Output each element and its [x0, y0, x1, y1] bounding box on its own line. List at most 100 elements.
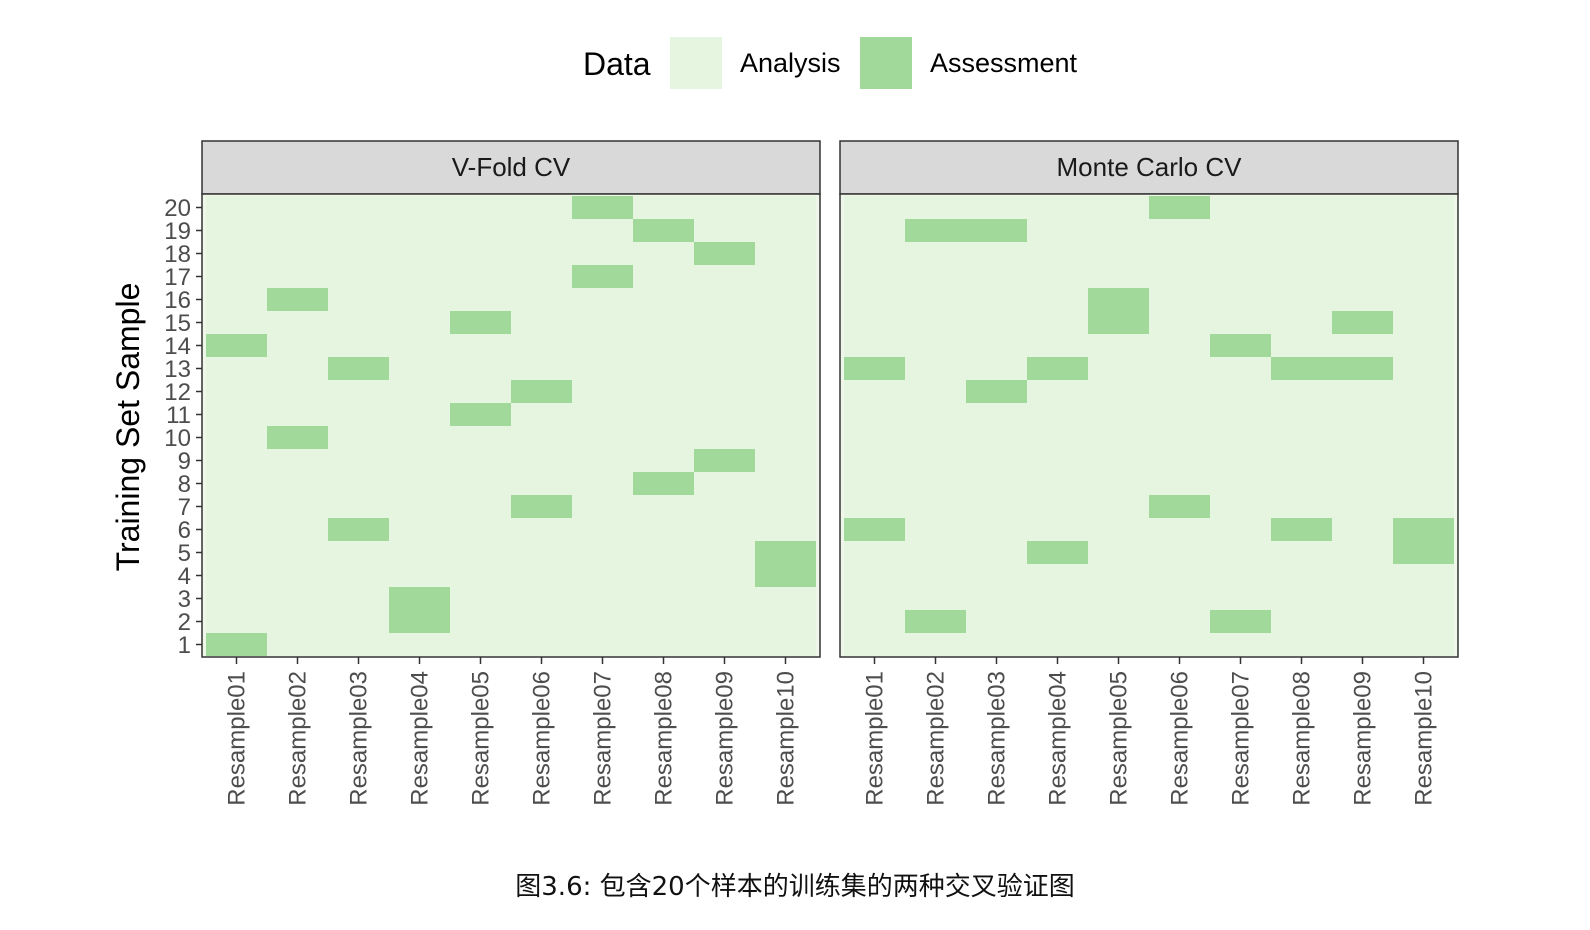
analysis-cell — [694, 219, 755, 242]
assessment-cell — [844, 357, 905, 380]
figure-caption: 图3.6: 包含20个样本的训练集的两种交叉验证图 — [515, 872, 1075, 902]
analysis-cell — [328, 311, 389, 334]
analysis-cell — [267, 587, 328, 610]
analysis-cell — [966, 449, 1027, 472]
assessment-cell — [1210, 610, 1271, 633]
analysis-cell — [450, 357, 511, 380]
analysis-cell — [267, 541, 328, 564]
analysis-cell — [633, 541, 694, 564]
analysis-cell — [966, 564, 1027, 587]
analysis-cell — [1332, 495, 1393, 518]
assessment-cell — [905, 219, 966, 242]
legend-swatch-assessment — [860, 37, 912, 89]
analysis-cell — [1332, 564, 1393, 587]
analysis-cell — [905, 426, 966, 449]
analysis-cell — [267, 472, 328, 495]
analysis-cell — [1027, 426, 1088, 449]
analysis-cell — [905, 541, 966, 564]
assessment-cell — [966, 380, 1027, 403]
analysis-cell — [267, 334, 328, 357]
analysis-cell — [755, 380, 816, 403]
analysis-cell — [633, 610, 694, 633]
analysis-cell — [206, 196, 267, 219]
analysis-cell — [905, 564, 966, 587]
analysis-cell — [389, 403, 450, 426]
y-tick-label: 15 — [164, 310, 191, 337]
analysis-cell — [450, 265, 511, 288]
x-tick-label: Resample01 — [862, 671, 889, 806]
x-tick-label: Resample04 — [1045, 671, 1072, 806]
analysis-cell — [206, 265, 267, 288]
analysis-cell — [1332, 380, 1393, 403]
analysis-cell — [1210, 265, 1271, 288]
analysis-cell — [511, 265, 572, 288]
analysis-cell — [1271, 610, 1332, 633]
analysis-cell — [844, 633, 905, 656]
analysis-cell — [328, 495, 389, 518]
cv-heatmap-chart: Data Analysis Assessment Training Set Sa… — [110, 37, 1459, 806]
y-tick-label: 9 — [178, 448, 191, 475]
analysis-cell — [966, 242, 1027, 265]
y-tick-label: 13 — [164, 356, 191, 383]
x-tick-label: Resample08 — [651, 671, 678, 806]
analysis-cell — [633, 196, 694, 219]
analysis-cell — [905, 633, 966, 656]
analysis-cell — [1393, 242, 1454, 265]
analysis-cell — [267, 311, 328, 334]
analysis-cell — [694, 403, 755, 426]
analysis-cell — [1393, 633, 1454, 656]
assessment-cell — [389, 587, 450, 610]
analysis-cell — [206, 380, 267, 403]
assessment-cell — [844, 518, 905, 541]
analysis-cell — [966, 610, 1027, 633]
x-tick-label: Resample01 — [224, 671, 251, 806]
analysis-cell — [633, 334, 694, 357]
analysis-cell — [694, 472, 755, 495]
analysis-cell — [1149, 219, 1210, 242]
analysis-cell — [1088, 196, 1149, 219]
analysis-cell — [1271, 587, 1332, 610]
analysis-cell — [206, 403, 267, 426]
analysis-cell — [755, 472, 816, 495]
analysis-cell — [1027, 288, 1088, 311]
analysis-cell — [572, 242, 633, 265]
analysis-cell — [1393, 564, 1454, 587]
analysis-cell — [966, 633, 1027, 656]
analysis-cell — [1210, 311, 1271, 334]
analysis-cell — [1393, 219, 1454, 242]
analysis-cell — [1210, 633, 1271, 656]
analysis-cell — [572, 495, 633, 518]
analysis-cell — [511, 426, 572, 449]
analysis-cell — [389, 426, 450, 449]
assessment-cell — [1027, 357, 1088, 380]
analysis-cell — [267, 403, 328, 426]
analysis-cell — [1210, 587, 1271, 610]
analysis-cell — [844, 426, 905, 449]
assessment-cell — [206, 633, 267, 656]
analysis-cell — [206, 219, 267, 242]
analysis-cell — [1271, 334, 1332, 357]
assessment-cell — [1088, 288, 1149, 311]
analysis-cell — [450, 633, 511, 656]
analysis-cell — [1027, 219, 1088, 242]
y-tick-label: 14 — [164, 333, 191, 360]
analysis-cell — [1332, 472, 1393, 495]
analysis-cell — [1271, 311, 1332, 334]
analysis-cell — [389, 242, 450, 265]
analysis-cell — [633, 449, 694, 472]
analysis-cell — [267, 633, 328, 656]
x-tick-label: Resample05 — [1106, 671, 1133, 806]
analysis-cell — [844, 288, 905, 311]
analysis-cell — [755, 219, 816, 242]
y-tick-label: 1 — [178, 632, 191, 659]
analysis-cell — [267, 380, 328, 403]
assessment-cell — [1027, 541, 1088, 564]
analysis-cell — [1088, 472, 1149, 495]
analysis-cell — [511, 219, 572, 242]
analysis-cell — [1088, 449, 1149, 472]
analysis-cell — [450, 518, 511, 541]
analysis-cell — [389, 219, 450, 242]
analysis-cell — [572, 426, 633, 449]
assessment-cell — [450, 311, 511, 334]
analysis-cell — [905, 495, 966, 518]
